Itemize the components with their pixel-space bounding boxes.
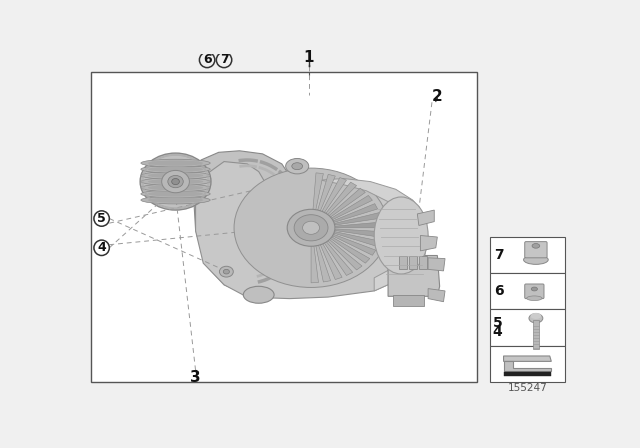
Ellipse shape xyxy=(287,209,335,246)
Bar xyxy=(504,372,551,376)
Ellipse shape xyxy=(141,178,210,185)
Ellipse shape xyxy=(243,286,274,303)
Bar xyxy=(394,295,424,306)
Text: 155247: 155247 xyxy=(508,383,547,393)
Polygon shape xyxy=(388,255,440,296)
Ellipse shape xyxy=(223,269,230,274)
Bar xyxy=(490,345,565,382)
Text: 6: 6 xyxy=(494,284,504,298)
Text: 4: 4 xyxy=(97,241,106,254)
Ellipse shape xyxy=(148,185,204,190)
Polygon shape xyxy=(320,178,428,291)
Polygon shape xyxy=(316,243,331,282)
Ellipse shape xyxy=(141,184,210,192)
Text: 5: 5 xyxy=(493,316,502,330)
Ellipse shape xyxy=(148,173,204,178)
Polygon shape xyxy=(323,241,353,276)
Text: 7: 7 xyxy=(494,248,504,262)
Bar xyxy=(91,72,477,382)
Ellipse shape xyxy=(303,221,319,234)
Bar xyxy=(490,237,565,273)
Ellipse shape xyxy=(220,266,234,277)
Polygon shape xyxy=(328,188,365,217)
Polygon shape xyxy=(335,222,382,228)
Polygon shape xyxy=(327,239,362,270)
Polygon shape xyxy=(428,258,445,271)
Ellipse shape xyxy=(141,196,210,204)
Ellipse shape xyxy=(374,197,428,274)
Ellipse shape xyxy=(234,168,388,288)
Ellipse shape xyxy=(148,179,204,184)
Ellipse shape xyxy=(292,163,303,170)
Polygon shape xyxy=(311,244,319,283)
Ellipse shape xyxy=(141,172,210,179)
Polygon shape xyxy=(317,174,335,213)
Bar xyxy=(409,255,417,269)
FancyBboxPatch shape xyxy=(525,241,547,258)
Ellipse shape xyxy=(148,191,204,197)
Polygon shape xyxy=(196,162,424,299)
Text: 7: 7 xyxy=(220,53,228,66)
Text: 5: 5 xyxy=(97,212,106,225)
Polygon shape xyxy=(330,237,370,263)
Bar xyxy=(490,310,565,345)
Polygon shape xyxy=(333,204,378,222)
Ellipse shape xyxy=(141,190,210,198)
Bar xyxy=(533,320,539,349)
Text: 1: 1 xyxy=(303,50,314,65)
Ellipse shape xyxy=(527,296,542,301)
Polygon shape xyxy=(417,210,435,225)
Ellipse shape xyxy=(532,244,540,248)
Polygon shape xyxy=(332,234,376,255)
Ellipse shape xyxy=(148,198,204,203)
Polygon shape xyxy=(319,242,342,280)
Polygon shape xyxy=(504,362,551,371)
Ellipse shape xyxy=(162,170,189,193)
Polygon shape xyxy=(334,232,380,246)
Ellipse shape xyxy=(141,159,210,167)
Ellipse shape xyxy=(285,159,308,174)
Text: 3: 3 xyxy=(190,370,201,385)
Ellipse shape xyxy=(168,176,183,188)
FancyBboxPatch shape xyxy=(525,284,544,299)
Polygon shape xyxy=(193,151,289,295)
Ellipse shape xyxy=(140,153,211,210)
Ellipse shape xyxy=(529,314,543,323)
Ellipse shape xyxy=(141,165,210,173)
Bar xyxy=(419,255,427,269)
Text: 4: 4 xyxy=(493,325,502,339)
Bar xyxy=(399,255,406,269)
Text: 6: 6 xyxy=(203,53,211,66)
Polygon shape xyxy=(504,356,551,362)
Polygon shape xyxy=(331,195,372,220)
Polygon shape xyxy=(325,182,356,215)
Polygon shape xyxy=(335,229,381,237)
Ellipse shape xyxy=(172,178,179,185)
Ellipse shape xyxy=(524,255,548,264)
Bar xyxy=(490,273,565,310)
Polygon shape xyxy=(428,289,445,302)
Ellipse shape xyxy=(531,313,541,319)
Ellipse shape xyxy=(531,287,538,291)
Polygon shape xyxy=(321,177,346,214)
Ellipse shape xyxy=(148,160,204,166)
Polygon shape xyxy=(313,173,323,212)
Ellipse shape xyxy=(148,167,204,172)
Text: 2: 2 xyxy=(432,89,443,103)
Polygon shape xyxy=(335,213,381,225)
Ellipse shape xyxy=(294,215,328,241)
Polygon shape xyxy=(420,236,437,251)
